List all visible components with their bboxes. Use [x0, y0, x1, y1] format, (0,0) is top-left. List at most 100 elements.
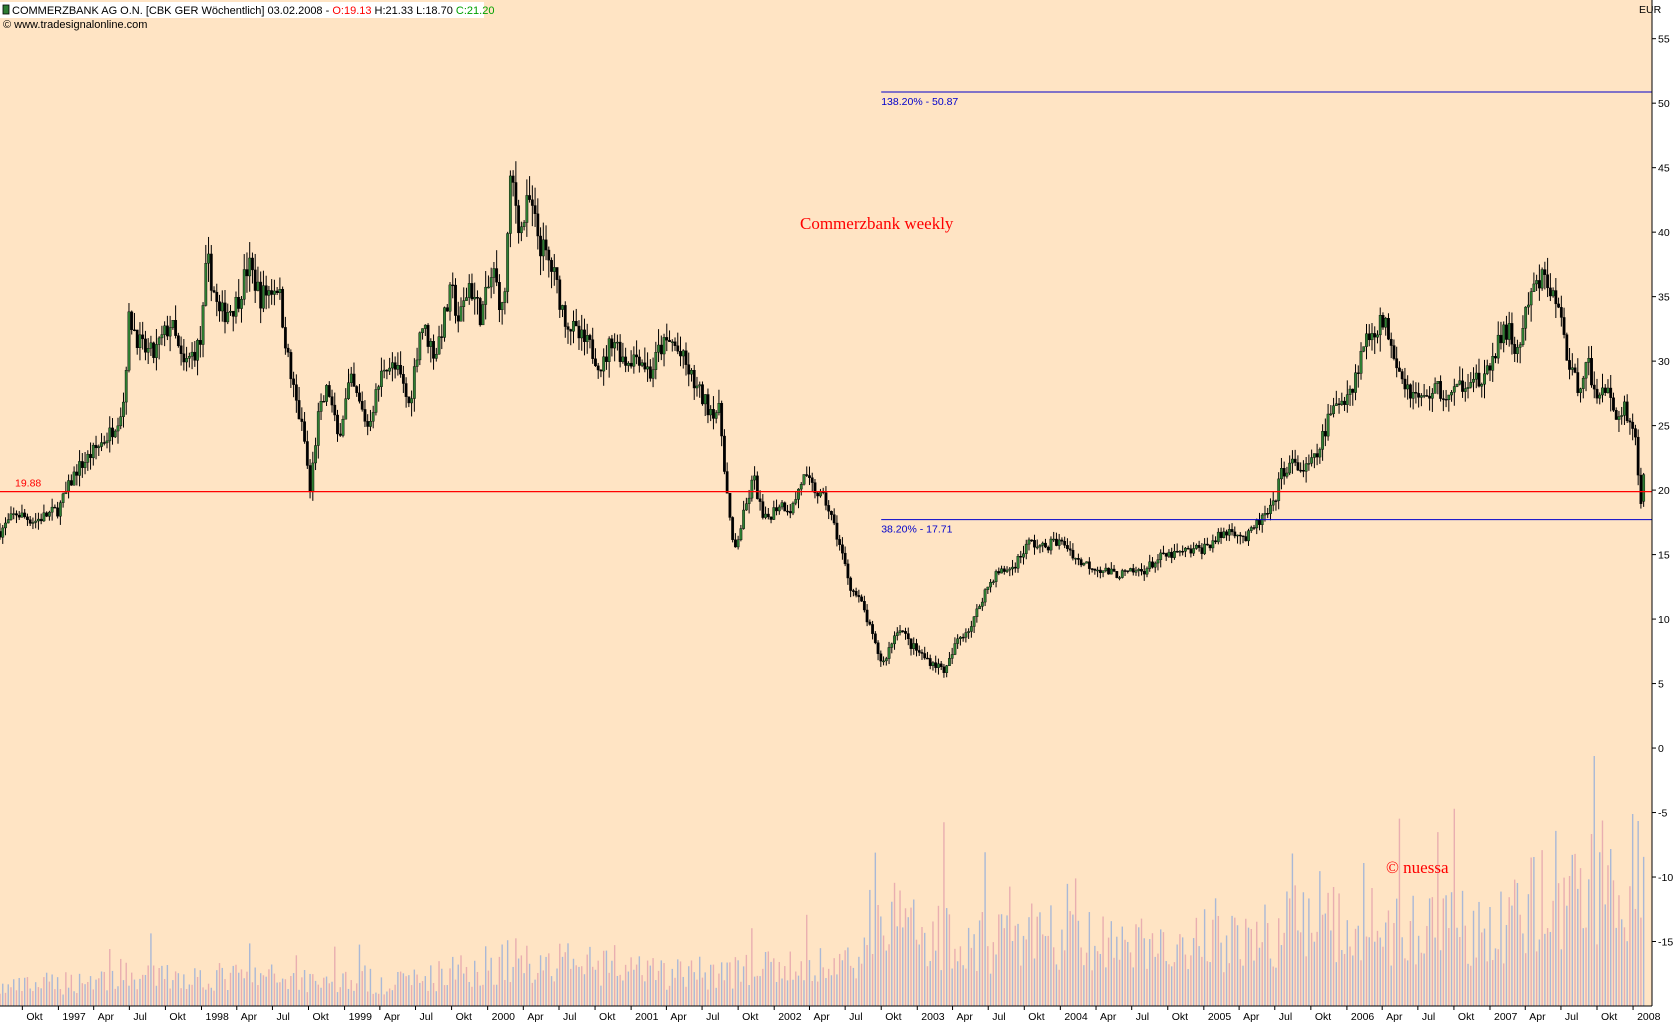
candle — [1447, 394, 1451, 412]
y-tick-label: 25 — [1658, 421, 1670, 433]
candle — [591, 327, 595, 364]
candle — [945, 664, 949, 678]
candle — [744, 497, 748, 511]
candle — [231, 310, 235, 332]
candle — [632, 346, 636, 374]
header-source: © www.tradesignalonline.com — [3, 19, 147, 31]
candle — [1307, 454, 1311, 471]
candle — [1060, 537, 1064, 545]
candle — [124, 366, 128, 415]
candle — [1274, 499, 1278, 511]
candle — [1392, 339, 1396, 361]
candle — [1315, 443, 1319, 466]
candle — [69, 474, 73, 486]
candle — [1197, 540, 1201, 552]
candle — [519, 221, 523, 242]
candle — [1087, 557, 1091, 575]
candle — [1428, 386, 1432, 411]
candle — [289, 349, 293, 388]
candle — [832, 508, 836, 526]
candle — [640, 359, 644, 368]
candle — [1230, 523, 1234, 536]
candle — [766, 507, 770, 520]
candle — [1570, 353, 1574, 376]
candle — [1469, 372, 1473, 389]
candle — [679, 336, 682, 367]
candle — [742, 500, 746, 530]
candle — [1090, 568, 1094, 573]
candle — [1027, 537, 1031, 551]
candle — [1041, 541, 1045, 553]
candle — [972, 616, 976, 634]
candle — [904, 627, 907, 640]
y-tick-label: 5 — [1658, 679, 1664, 691]
candle — [528, 176, 531, 203]
candle — [1222, 527, 1226, 539]
candle — [1510, 312, 1514, 355]
candle — [212, 286, 216, 294]
candle — [969, 620, 973, 638]
candle — [1107, 567, 1110, 575]
candle — [1002, 565, 1006, 575]
candle — [1359, 342, 1363, 380]
x-tick-label: Jul — [1136, 1011, 1149, 1023]
x-tick-label: 1998 — [205, 1011, 229, 1023]
candle — [1005, 566, 1009, 573]
candle — [80, 453, 84, 478]
candle — [39, 513, 43, 525]
candle — [388, 357, 392, 375]
candle — [626, 361, 630, 372]
candle — [1, 524, 5, 544]
candle — [912, 637, 916, 655]
x-tick-label: 2005 — [1208, 1011, 1232, 1023]
candle — [1527, 292, 1530, 315]
candle — [1181, 545, 1185, 556]
candle — [747, 489, 751, 514]
candle — [1142, 565, 1146, 581]
x-tick-label: Okt — [885, 1011, 901, 1023]
candle — [17, 511, 21, 520]
candle — [23, 508, 27, 519]
candle — [1573, 363, 1577, 374]
candle — [1258, 512, 1261, 531]
candle — [928, 654, 932, 670]
candle — [135, 329, 139, 355]
candle — [1559, 295, 1563, 327]
candle — [396, 352, 400, 376]
candle — [1066, 538, 1069, 552]
candle — [1502, 321, 1506, 353]
candle — [113, 429, 117, 438]
candle — [1011, 559, 1014, 576]
candle — [1417, 382, 1421, 408]
candle — [676, 332, 680, 355]
candle — [566, 322, 570, 344]
candle — [1565, 332, 1569, 361]
candle — [37, 512, 40, 530]
header-symbol: COMMERZBANK AG O.N. [CBK GER Wöchentlich… — [12, 5, 330, 17]
candle — [873, 631, 877, 645]
candle — [1118, 575, 1121, 581]
candle — [454, 278, 457, 324]
candle — [1282, 461, 1286, 485]
candle — [1301, 460, 1305, 478]
candle — [270, 279, 274, 305]
candle — [443, 306, 446, 342]
candle — [1299, 462, 1303, 473]
candle — [251, 252, 254, 284]
candle — [994, 569, 998, 588]
candle — [827, 500, 831, 520]
candle — [775, 499, 778, 516]
x-tick-label: Jul — [133, 1011, 146, 1023]
candle — [1008, 566, 1012, 577]
candle — [665, 323, 669, 352]
y-tick-label: 15 — [1658, 550, 1670, 562]
candle — [1082, 562, 1086, 567]
candle — [1601, 373, 1604, 403]
candle — [824, 486, 828, 511]
x-tick-label: 2001 — [635, 1011, 659, 1023]
candle — [1186, 545, 1190, 550]
candle — [615, 334, 619, 351]
candle — [937, 658, 940, 675]
candle — [1200, 543, 1204, 560]
